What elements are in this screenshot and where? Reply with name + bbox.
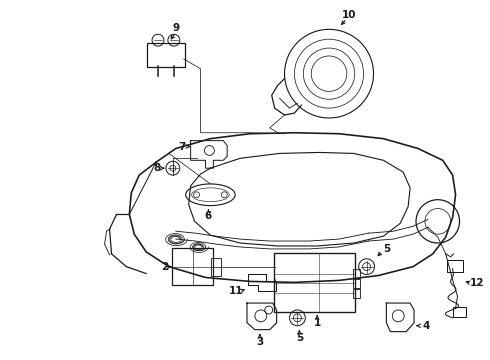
Text: 10: 10 (342, 10, 356, 19)
Text: 8: 8 (153, 163, 161, 173)
Text: 2: 2 (161, 262, 169, 272)
Text: 1: 1 (314, 318, 321, 328)
Text: 5: 5 (296, 333, 303, 342)
Text: 9: 9 (172, 23, 179, 33)
Text: 6: 6 (205, 211, 212, 221)
Text: 12: 12 (470, 278, 485, 288)
Text: 5: 5 (383, 244, 390, 254)
Text: 3: 3 (256, 337, 264, 347)
Text: 4: 4 (422, 321, 430, 331)
Text: 11: 11 (229, 286, 244, 296)
Text: 7: 7 (178, 141, 185, 152)
